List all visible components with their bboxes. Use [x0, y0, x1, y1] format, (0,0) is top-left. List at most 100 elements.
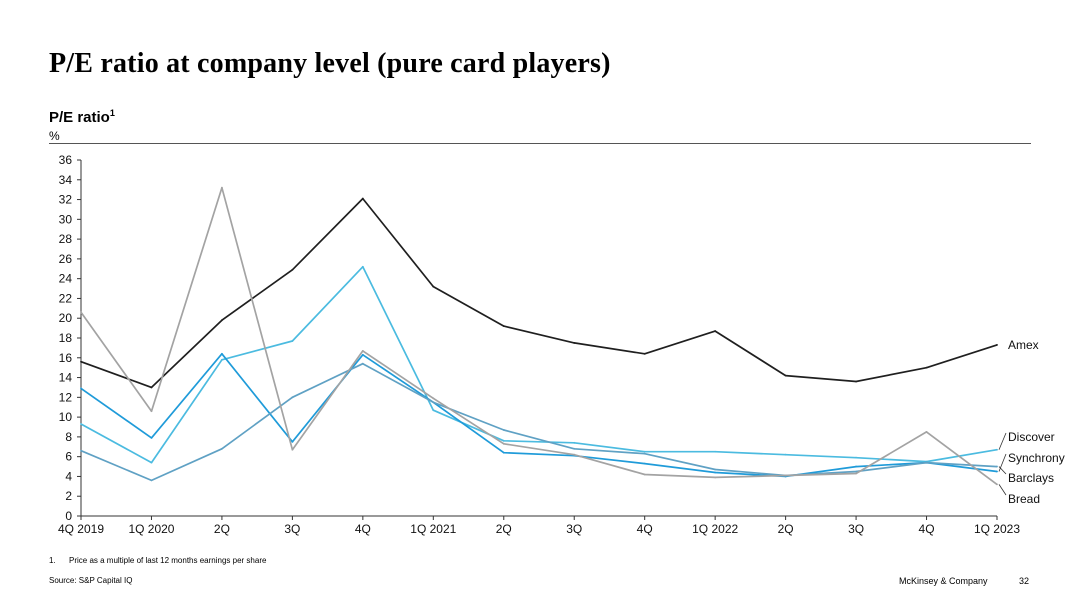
y-tick-label: 24	[59, 272, 73, 286]
leader-line-discover	[998, 432, 1007, 450]
x-tick-label: 2Q	[214, 522, 230, 536]
data-point	[291, 340, 294, 342]
series-label-amex: Amex	[1008, 338, 1039, 352]
data-point	[784, 453, 787, 456]
series-label-barclays: Barclays	[1008, 471, 1054, 485]
y-tick-label: 18	[59, 331, 73, 345]
series-bread	[80, 186, 998, 486]
leader-line-bread	[998, 484, 1007, 496]
data-point	[714, 450, 717, 453]
data-point	[643, 352, 646, 355]
data-point	[150, 386, 153, 389]
y-tick-label: 34	[59, 173, 73, 187]
series-amex	[80, 197, 998, 389]
data-point	[221, 447, 223, 450]
y-tick-label: 6	[65, 450, 72, 464]
data-point	[714, 468, 717, 471]
source-note: Source: S&P Capital IQ	[49, 576, 133, 585]
x-tick-label: 4Q	[919, 522, 935, 536]
series-line-bread	[80, 186, 998, 486]
data-point	[361, 353, 364, 356]
data-point	[432, 397, 435, 400]
data-point	[573, 447, 576, 450]
data-point	[502, 325, 505, 328]
data-point	[643, 462, 646, 465]
data-point	[291, 268, 294, 271]
data-point	[714, 476, 717, 479]
data-point	[714, 330, 717, 332]
data-point	[784, 374, 787, 377]
data-point	[80, 311, 82, 314]
series-line-synchrony	[80, 352, 998, 478]
data-point	[643, 452, 646, 455]
data-point	[996, 344, 998, 346]
data-point	[996, 465, 998, 468]
page-title: P/E ratio at company level (pure card pl…	[49, 48, 611, 79]
data-point	[784, 474, 787, 477]
data-point	[573, 441, 576, 444]
x-tick-label: 3Q	[848, 522, 864, 536]
x-tick-label: 1Q 2020	[128, 522, 174, 536]
series-label-synchrony: Synchrony	[1008, 451, 1065, 465]
data-point	[996, 483, 998, 486]
data-point	[291, 448, 294, 451]
data-point	[573, 453, 576, 456]
data-point	[855, 380, 857, 383]
data-point	[221, 358, 223, 361]
footnote: 1. Price as a multiple of last 12 months …	[49, 556, 266, 565]
y-tick-label: 14	[59, 371, 73, 385]
footnote-text: Price as a multiple of last 12 months ea…	[69, 556, 267, 565]
data-point	[361, 362, 364, 365]
data-point	[361, 349, 364, 352]
data-point	[221, 319, 223, 322]
data-point	[432, 285, 435, 288]
data-point	[80, 360, 82, 363]
chart-subtitle: P/E ratio1	[49, 108, 115, 126]
data-point	[502, 451, 505, 454]
y-tick-label: 20	[59, 311, 73, 325]
x-tick-label: 3Q	[284, 522, 300, 536]
footnote-number: 1.	[49, 556, 56, 565]
page-number: 32	[1019, 576, 1030, 586]
y-tick-label: 12	[59, 390, 73, 404]
y-tick-label: 2	[65, 489, 72, 503]
series-label-bread: Bread	[1008, 492, 1040, 506]
data-point	[573, 342, 576, 344]
brand-label: McKinsey & Company	[899, 576, 988, 586]
y-tick-label: 16	[59, 351, 73, 365]
data-point	[150, 436, 153, 439]
data-point	[80, 449, 82, 452]
header-rule	[49, 143, 1031, 144]
series-line-discover	[80, 265, 998, 464]
series-line-amex	[80, 197, 998, 389]
chart-subtitle-text: P/E ratio	[49, 109, 110, 126]
y-tick-label: 4	[65, 469, 72, 483]
data-point	[714, 471, 717, 474]
x-tick-label: 2Q	[496, 522, 512, 536]
x-tick-label: 3Q	[566, 522, 582, 536]
data-point	[925, 431, 928, 433]
leader-line-synchrony	[998, 453, 1007, 472]
data-point	[361, 265, 364, 268]
y-tick-label: 0	[65, 509, 72, 523]
data-point	[361, 197, 364, 200]
y-tick-label: 36	[59, 153, 73, 167]
y-tick-label: 8	[65, 430, 72, 444]
series-line-barclays	[80, 362, 998, 482]
data-point	[925, 461, 928, 464]
x-tick-label: 1Q 2021	[410, 522, 456, 536]
y-tick-label: 10	[59, 410, 73, 424]
data-point	[150, 461, 153, 464]
data-point	[502, 429, 505, 431]
unit-label: %	[49, 129, 60, 143]
y-tick-label: 26	[59, 252, 73, 266]
data-point	[502, 442, 505, 445]
data-point	[221, 186, 223, 189]
data-point	[432, 401, 435, 404]
y-tick-label: 32	[59, 193, 73, 207]
data-point	[150, 410, 153, 413]
data-point	[855, 472, 857, 475]
data-point	[996, 470, 998, 473]
y-tick-label: 22	[59, 291, 73, 305]
